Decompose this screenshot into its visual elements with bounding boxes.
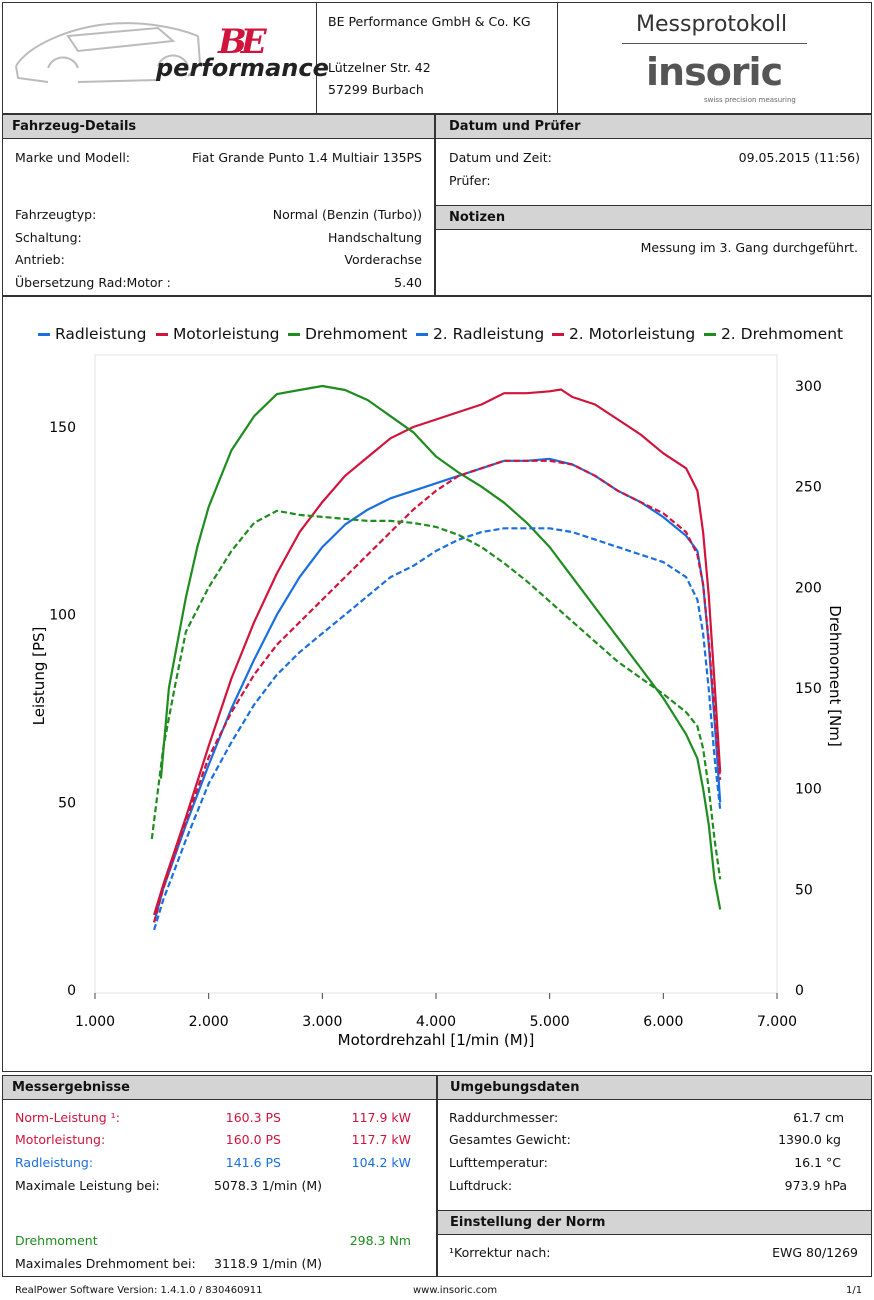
norm-heading: Einstellung der Norm [438,1210,871,1235]
norm-ps: 160.3 PS [225,1110,281,1125]
tester-label: Prüfer: [449,173,491,188]
insoric-tagline: swiss precision measuring [704,96,796,104]
type-label: Fahrzeugtyp: [15,207,97,222]
date-label: Datum und Zeit: [449,150,552,165]
legend-item-2-radleistung: 2. Radleistung [416,325,544,343]
wheel-kw: 104.2 kW [351,1155,411,1170]
type-value: Normal (Benzin (Turbo)) [272,207,422,222]
footer-website: www.insoric.com [413,1285,498,1296]
header-box [2,2,872,114]
footer-software: RealPower Software Version: 1.4.1.0 / 83… [15,1285,263,1296]
weight-label: Gesamtes Gewicht: [449,1132,571,1147]
norm-kw: 117.9 kW [351,1110,411,1125]
air-temp-value: 16.1 °C [794,1155,841,1170]
maxpower-label: Maximale Leistung bei: [15,1178,160,1193]
header-divider-1 [316,2,317,114]
motor-kw: 117.7 kW [351,1132,411,1147]
chart-legend: Radleistung Motorleistung Drehmoment 2. … [38,325,843,347]
legend-label: 2. Radleistung [432,325,545,343]
date-heading: Datum und Prüfer [436,115,871,139]
notes-heading: Notizen [436,205,871,230]
ratio-value: 5.40 [394,275,422,290]
legend-label: Motorleistung [172,325,280,343]
footer-page: 1/1 [846,1285,863,1296]
company-name: BE Performance GmbH & Co. KG [328,14,531,29]
legend-label: Radleistung [54,325,147,343]
legend-item-radleistung: Radleistung [38,325,147,343]
correction-label: ¹Korrektur nach: [449,1245,551,1260]
motor-ps: 160.0 PS [225,1132,281,1147]
drive-label: Antrieb: [15,252,65,267]
torque-value: 298.3 Nm [349,1233,411,1248]
wheel-diameter-value: 61.7 cm [793,1110,844,1125]
weight-value: 1390.0 kg [778,1132,841,1147]
title-rule [622,43,807,44]
wheel-ps: 141.6 PS [225,1155,281,1170]
gearbox-label: Schaltung: [15,230,82,245]
maxtorque-label: Maximales Drehmoment bei: [15,1256,196,1271]
report-title: Messprotokoll [636,12,788,37]
model-label: Marke und Modell: [15,150,131,165]
norm-label: Norm-Leistung ¹: [15,1110,120,1125]
notes-text: Messung im 3. Gang durchgeführt. [640,240,858,255]
environment-box [437,1075,872,1277]
legend-item-2-motorleistung: 2. Motorleistung [552,325,695,343]
legend-label: Drehmoment [304,325,408,343]
gearbox-value: Handschaltung [327,230,422,245]
company-city: 57299 Burbach [328,82,424,97]
results-box [2,1075,437,1277]
vehicle-box [2,114,435,296]
legend-item-drehmoment: Drehmoment [288,325,407,343]
legend-item-2-drehmoment: 2. Drehmoment [704,325,843,343]
drive-value: Vorderachse [344,252,422,267]
environment-heading: Umgebungsdaten [438,1076,871,1100]
legend-label: 2. Drehmoment [720,325,844,343]
date-box [435,114,872,296]
wheel-label: Radleistung: [15,1155,94,1170]
wheel-diameter-label: Raddurchmesser: [449,1110,559,1125]
header-divider-2 [557,2,558,114]
correction-value: EWG 80/1269 [772,1245,858,1260]
brand-performance: performance [156,54,329,82]
be-performance-logo: BE performance [8,6,329,110]
air-pressure-value: 973.9 hPa [784,1178,847,1193]
motor-label: Motorleistung: [15,1132,106,1147]
air-temp-label: Lufttemperatur: [449,1155,548,1170]
maxtorque-value: 3118.9 1/min (M) [214,1256,322,1271]
maxpower-value: 5078.3 1/min (M) [214,1178,322,1193]
insoric-logo: insoric [646,50,783,94]
brand-be: BE [218,22,267,62]
car-outline-icon [15,22,202,83]
legend-item-motorleistung: Motorleistung [156,325,280,343]
legend-label: 2. Motorleistung [568,325,696,343]
model-value: Fiat Grande Punto 1.4 Multiair 135PS [192,150,422,165]
vehicle-heading: Fahrzeug-Details [3,115,434,139]
results-heading: Messergebnisse [3,1076,436,1100]
chart-box [2,296,872,1072]
torque-label: Drehmoment [15,1233,98,1248]
company-street: Lützelner Str. 42 [328,60,431,75]
ratio-label: Übersetzung Rad:Motor : [15,275,171,290]
air-pressure-label: Luftdruck: [449,1178,513,1193]
date-value: 09.05.2015 (11:56) [738,150,860,165]
